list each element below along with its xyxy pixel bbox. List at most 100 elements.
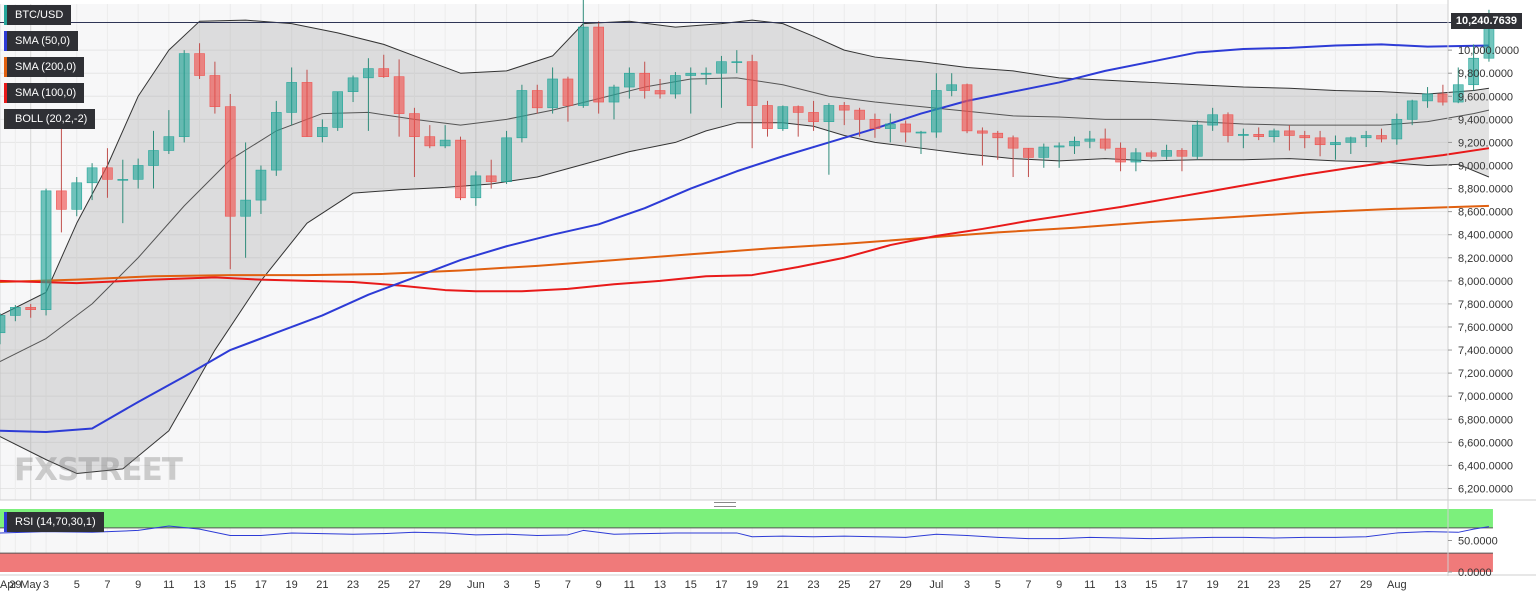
candle-body <box>808 112 819 122</box>
y-tick-label: 8,000.0000 <box>1458 276 1513 288</box>
candle <box>485 159 497 189</box>
rsi-tick-label: 0.0000 <box>1458 567 1492 579</box>
candle-body <box>516 90 528 139</box>
candle <box>1468 44 1479 91</box>
candle <box>1207 107 1218 131</box>
candle-body <box>1268 130 1280 137</box>
sma200-line <box>0 204 1489 283</box>
candle <box>0 313 6 345</box>
candle <box>884 113 896 143</box>
x-tick-label: 19 <box>286 579 298 591</box>
candle-body <box>1406 100 1418 120</box>
candle-body <box>56 190 67 210</box>
legend-sma100[interactable]: SMA (100,0) <box>4 83 85 103</box>
candle <box>792 105 804 137</box>
x-tick-label: 25 <box>838 579 850 591</box>
y-tick-label: 7,400.0000 <box>1458 345 1513 357</box>
candle-body <box>685 72 697 76</box>
candle-body <box>1207 114 1218 126</box>
candle <box>1314 130 1326 157</box>
candle <box>1222 112 1234 143</box>
x-tick-label: 5 <box>995 579 1001 591</box>
x-tick-label: 13 <box>654 579 666 591</box>
candle-body <box>854 109 865 120</box>
candle <box>148 130 159 189</box>
candle <box>1452 67 1464 104</box>
bollinger-band-fill <box>0 20 1489 474</box>
candle-body <box>1253 134 1264 137</box>
legend-sma200[interactable]: SMA (200,0) <box>4 57 85 77</box>
candle <box>1115 142 1126 172</box>
candle-body <box>531 90 543 109</box>
candle <box>1330 135 1341 160</box>
candle-body <box>915 131 927 134</box>
x-tick-label: 21 <box>1237 579 1249 591</box>
candle-body <box>716 61 727 74</box>
candle <box>25 303 37 318</box>
candle-body <box>670 75 681 95</box>
candle-body <box>363 68 374 79</box>
candle <box>56 125 67 233</box>
legend-rsi[interactable]: RSI (14,70,30,1) <box>4 512 104 532</box>
candle <box>654 78 666 99</box>
candle-body <box>869 119 881 129</box>
x-tick-label: Aug <box>1387 579 1407 591</box>
candle <box>854 107 865 137</box>
y-tick-label: 9,600.0000 <box>1458 91 1513 103</box>
x-tick-label: 5 <box>534 579 540 591</box>
candle-body <box>332 91 344 128</box>
legend-btc-usd[interactable]: BTC/USD <box>4 5 72 25</box>
candle-body <box>1391 119 1403 140</box>
candle <box>1038 143 1050 168</box>
candle-body <box>1330 142 1341 146</box>
candle-body <box>40 190 52 310</box>
candle-body <box>1192 124 1203 157</box>
candle-body <box>608 86 620 103</box>
candle <box>439 125 451 149</box>
x-tick-label: 21 <box>316 579 328 591</box>
candle <box>838 102 850 126</box>
x-tick-label: 27 <box>408 579 420 591</box>
y-tick-label: 6,600.0000 <box>1458 437 1513 449</box>
candle <box>501 130 512 184</box>
candle <box>1099 128 1111 151</box>
candle <box>900 120 911 143</box>
candle <box>378 54 390 78</box>
candle <box>393 59 405 137</box>
candle <box>317 119 328 143</box>
legend-label: SMA (100,0) <box>15 87 77 99</box>
candle-body <box>1023 147 1034 158</box>
candle <box>455 136 466 201</box>
x-tick-label: 27 <box>869 579 881 591</box>
candle <box>1145 150 1157 159</box>
candle-body <box>624 72 635 88</box>
y-tick-label: 7,800.0000 <box>1458 299 1513 311</box>
x-tick-label: 23 <box>1268 579 1280 591</box>
candle <box>869 113 881 138</box>
pane-resize-handle[interactable] <box>714 502 736 507</box>
x-tick-label: 29 <box>900 579 912 591</box>
x-tick-label: May <box>20 579 41 591</box>
candle-body <box>577 26 589 106</box>
candle <box>1268 128 1280 143</box>
legend-sma50[interactable]: SMA (50,0) <box>4 31 79 51</box>
candle <box>700 67 712 85</box>
candle <box>10 305 21 322</box>
candle-body <box>439 139 451 147</box>
candle <box>1391 113 1403 145</box>
candle-body <box>1452 84 1464 103</box>
candle <box>71 177 83 217</box>
legend-boll[interactable]: BOLL (20,2,-2) <box>4 109 96 129</box>
x-tick-label: 23 <box>807 579 819 591</box>
x-tick-label: 15 <box>685 579 697 591</box>
x-tick-label: 11 <box>624 579 635 591</box>
candle <box>424 125 436 149</box>
candle-body <box>209 75 221 107</box>
candle-body <box>178 53 190 137</box>
candle <box>685 67 697 114</box>
candle-body <box>86 167 98 184</box>
candle-body <box>562 78 574 106</box>
candle-body <box>378 68 390 77</box>
candle <box>1422 87 1433 108</box>
